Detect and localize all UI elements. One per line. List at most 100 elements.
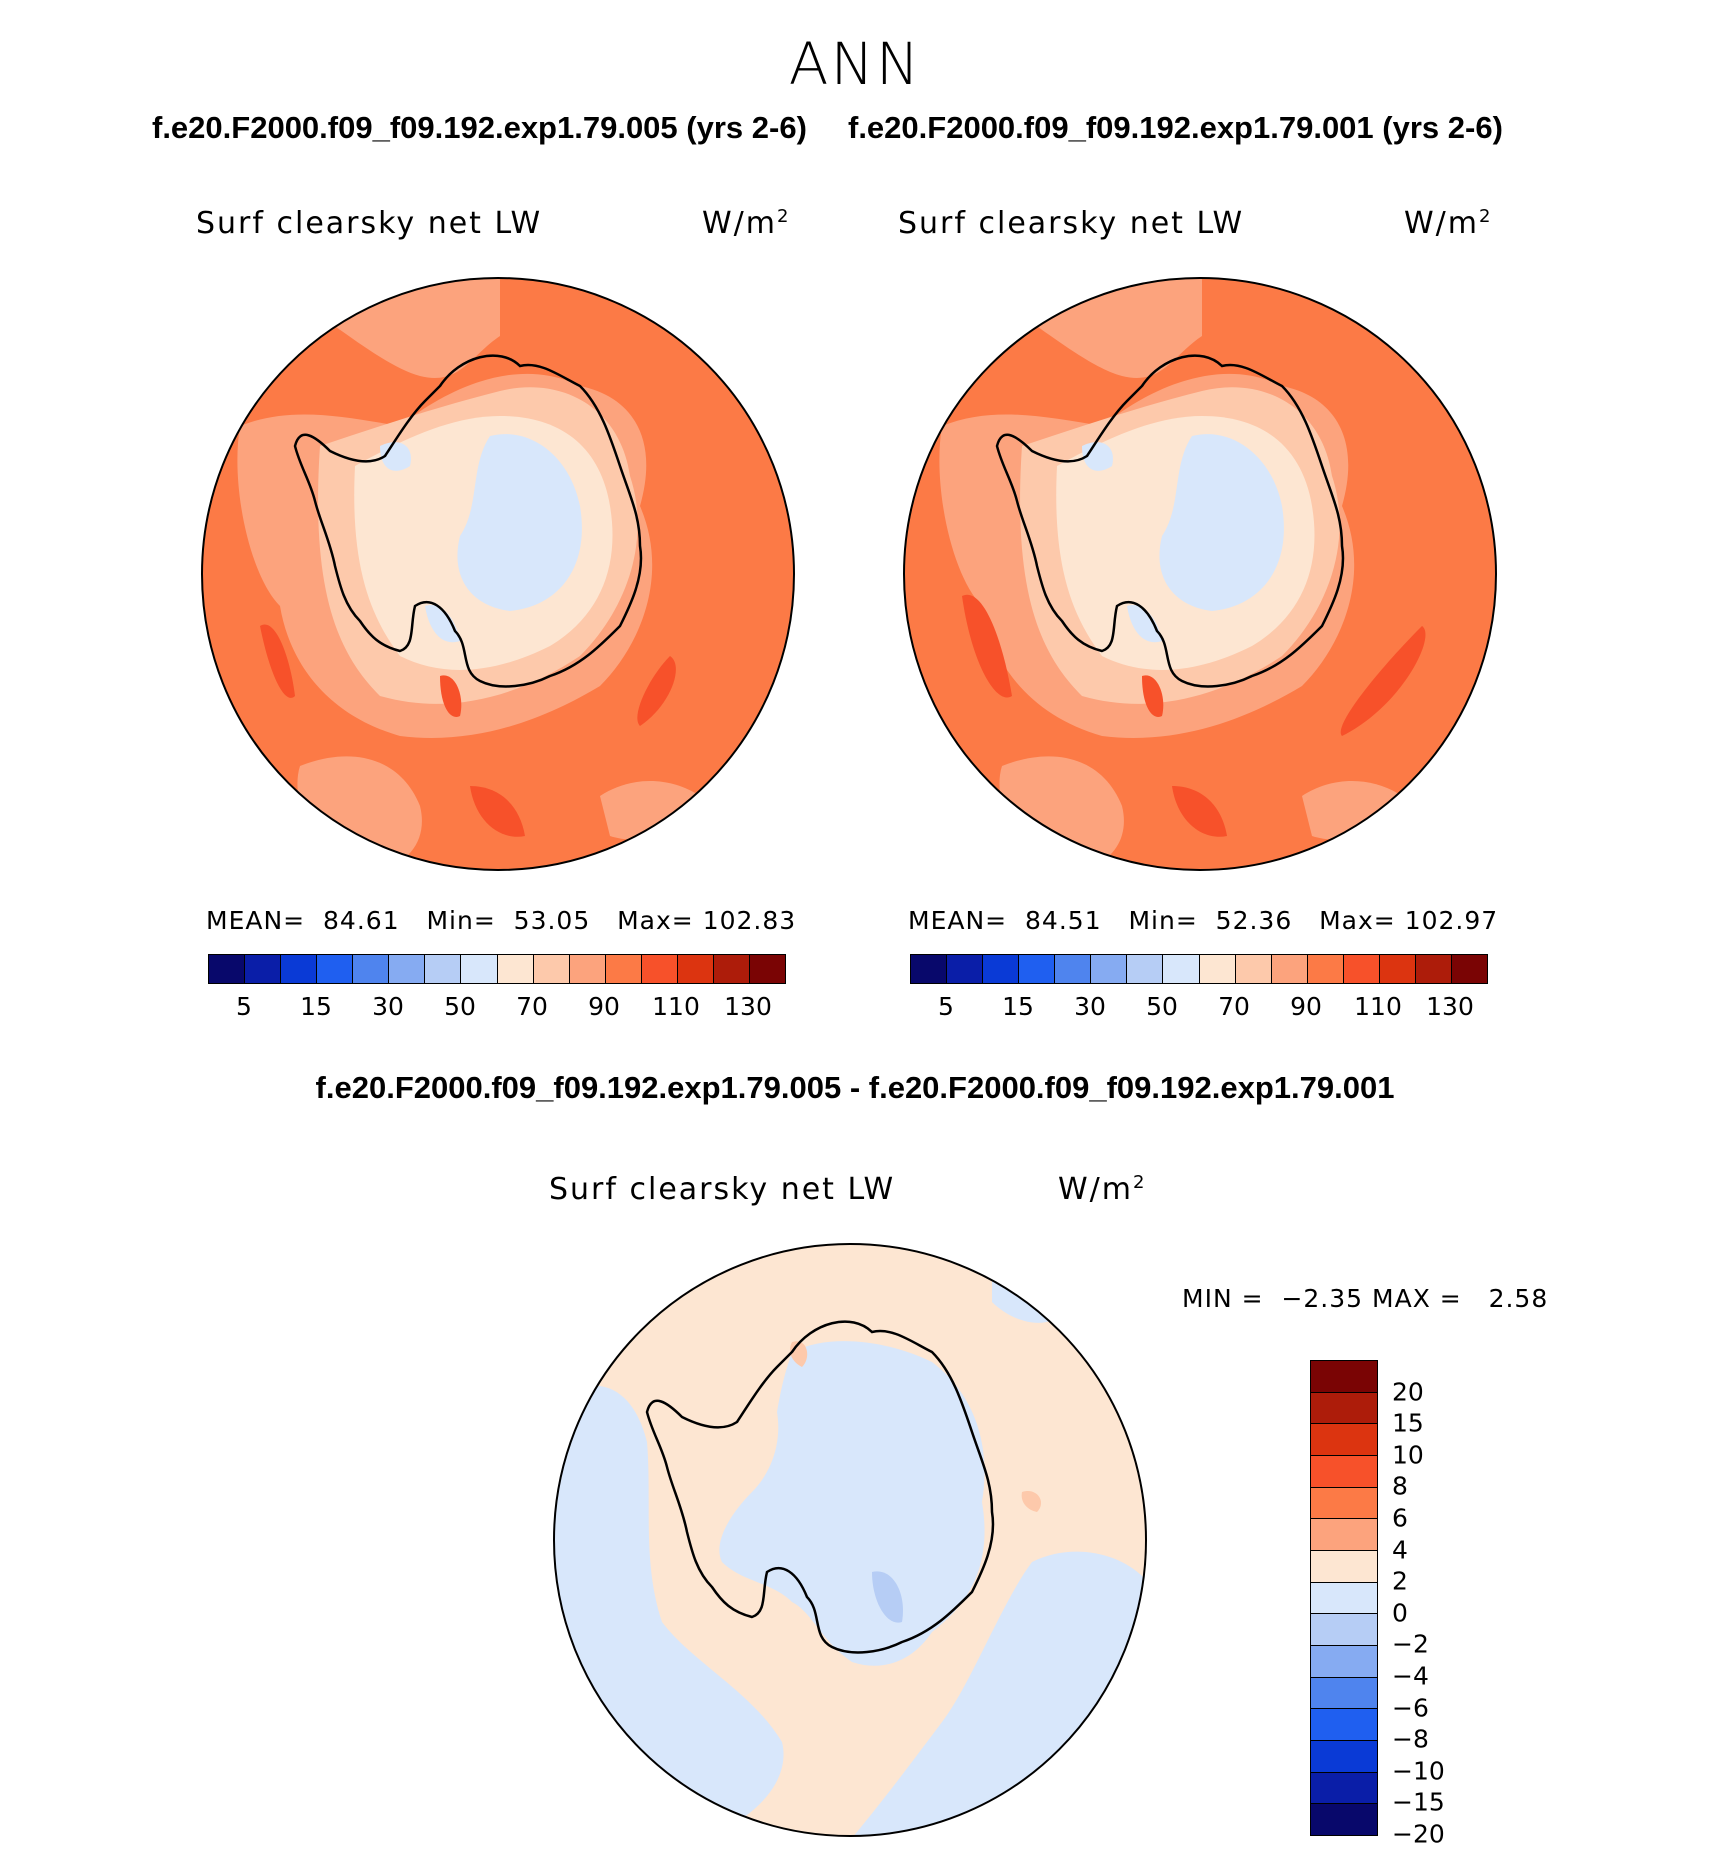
panel-a-variable: Surf clearsky net LW bbox=[196, 206, 543, 241]
colorbar-swatch bbox=[1199, 955, 1236, 983]
colorbar-swatch bbox=[1343, 955, 1380, 983]
colorbar-tick-label: 90 bbox=[1290, 992, 1322, 1021]
colorbar-swatch bbox=[1311, 1709, 1377, 1742]
colorbar-tick-label: 130 bbox=[1426, 992, 1474, 1021]
colorbar-tick-label: 2 bbox=[1392, 1566, 1408, 1596]
case-b-title: f.e20.F2000.f09_f09.192.exp1.79.001 (yrs… bbox=[848, 110, 1503, 145]
panel-b-map bbox=[903, 277, 1497, 871]
colorbar-tick-label: −20 bbox=[1392, 1819, 1445, 1849]
colorbar-swatch bbox=[1235, 955, 1272, 983]
colorbar-swatch bbox=[389, 955, 426, 983]
colorbar-swatch bbox=[1055, 955, 1092, 983]
colorbar-swatch bbox=[1311, 1677, 1377, 1710]
diff-stats: MIN = −2.35 MAX = 2.58 bbox=[1182, 1284, 1549, 1313]
colorbar-swatch bbox=[1091, 955, 1128, 983]
colorbar-swatch bbox=[317, 955, 354, 983]
colorbar-tick-label: 30 bbox=[372, 992, 404, 1021]
season-title: ANN bbox=[788, 30, 922, 98]
colorbar-swatch bbox=[1311, 1741, 1377, 1773]
diff-variable: Surf clearsky net LW bbox=[549, 1172, 896, 1207]
colorbar-swatch bbox=[605, 955, 642, 983]
colorbar-tick-label: 10 bbox=[1392, 1440, 1424, 1470]
colorbar-swatch bbox=[1311, 1551, 1377, 1583]
panel-a-units: W/m2 bbox=[702, 206, 791, 241]
colorbar-swatch bbox=[1311, 1361, 1377, 1393]
panel-b-stats: MEAN= 84.51 Min= 52.36 Max= 102.97 bbox=[908, 906, 1499, 935]
colorbar-tick-label: 110 bbox=[652, 992, 700, 1021]
colorbar-tick-label: 50 bbox=[444, 992, 476, 1021]
colorbar-tick-label: 8 bbox=[1392, 1471, 1408, 1501]
colorbar-tick-label: 20 bbox=[1392, 1377, 1424, 1407]
panel-a-colorbar bbox=[208, 954, 786, 984]
colorbar-swatch bbox=[947, 955, 984, 983]
colorbar-tick-label: −15 bbox=[1392, 1787, 1445, 1817]
colorbar-swatch bbox=[209, 955, 246, 983]
colorbar-tick-label: 15 bbox=[1002, 992, 1034, 1021]
panel-b-colorbar-labels: 5 15 30 50 70 90 110 130 bbox=[910, 992, 1486, 1022]
colorbar-tick-label: 130 bbox=[724, 992, 772, 1021]
diff-title: f.e20.F2000.f09_f09.192.exp1.79.005 - f.… bbox=[315, 1070, 1395, 1105]
colorbar-swatch bbox=[1379, 955, 1416, 983]
colorbar-swatch bbox=[425, 955, 462, 983]
colorbar-swatch bbox=[1311, 1487, 1377, 1520]
colorbar-tick-label: −6 bbox=[1392, 1693, 1429, 1723]
colorbar-swatch bbox=[641, 955, 678, 983]
colorbar-swatch bbox=[749, 955, 785, 983]
colorbar-swatch bbox=[353, 955, 390, 983]
colorbar-swatch bbox=[1415, 955, 1452, 983]
colorbar-swatch bbox=[983, 955, 1020, 983]
colorbar-tick-label: 110 bbox=[1354, 992, 1402, 1021]
colorbar-swatch bbox=[911, 955, 948, 983]
panel-b-units: W/m2 bbox=[1404, 206, 1493, 241]
colorbar-swatch bbox=[1311, 1582, 1377, 1615]
colorbar-swatch bbox=[245, 955, 282, 983]
colorbar-tick-label: 15 bbox=[1392, 1408, 1424, 1438]
colorbar-tick-label: 6 bbox=[1392, 1503, 1408, 1533]
colorbar-swatch bbox=[1311, 1772, 1377, 1805]
colorbar-swatch bbox=[281, 955, 318, 983]
colorbar-tick-label: 5 bbox=[938, 992, 954, 1021]
colorbar-tick-label: 90 bbox=[588, 992, 620, 1021]
colorbar-swatch bbox=[1307, 955, 1344, 983]
panel-b-colorbar bbox=[910, 954, 1488, 984]
colorbar-tick-label: 50 bbox=[1146, 992, 1178, 1021]
colorbar-tick-label: 4 bbox=[1392, 1535, 1408, 1565]
colorbar-swatch bbox=[1127, 955, 1164, 983]
colorbar-tick-label: −2 bbox=[1392, 1629, 1429, 1659]
colorbar-tick-label: 15 bbox=[300, 992, 332, 1021]
colorbar-swatch bbox=[713, 955, 750, 983]
colorbar-tick-label: 70 bbox=[516, 992, 548, 1021]
colorbar-tick-label: −8 bbox=[1392, 1724, 1429, 1754]
colorbar-swatch bbox=[1271, 955, 1308, 983]
colorbar-swatch bbox=[461, 955, 498, 983]
colorbar-swatch bbox=[1311, 1804, 1377, 1836]
diff-colorbar-labels: 20 15 10 8 6 4 2 0 −2 −4 −6 −8 −10 −15 −20 bbox=[1392, 1360, 1472, 1848]
colorbar-swatch bbox=[677, 955, 714, 983]
colorbar-swatch bbox=[1311, 1646, 1377, 1678]
colorbar-swatch bbox=[569, 955, 606, 983]
colorbar-swatch bbox=[497, 955, 534, 983]
colorbar-tick-label: 30 bbox=[1074, 992, 1106, 1021]
colorbar-swatch bbox=[1311, 1519, 1377, 1552]
panel-a-map bbox=[201, 277, 795, 871]
colorbar-swatch bbox=[1451, 955, 1487, 983]
diff-units: W/m2 bbox=[1058, 1172, 1147, 1207]
case-a-title: f.e20.F2000.f09_f09.192.exp1.79.005 (yrs… bbox=[152, 110, 807, 145]
panel-a-stats: MEAN= 84.61 Min= 53.05 Max= 102.83 bbox=[206, 906, 797, 935]
colorbar-swatch bbox=[1019, 955, 1056, 983]
diff-colorbar bbox=[1310, 1360, 1378, 1836]
colorbar-tick-label: 70 bbox=[1218, 992, 1250, 1021]
panel-b-variable: Surf clearsky net LW bbox=[898, 206, 1245, 241]
colorbar-tick-label: 0 bbox=[1392, 1598, 1408, 1628]
colorbar-swatch bbox=[1311, 1392, 1377, 1425]
colorbar-swatch bbox=[533, 955, 570, 983]
colorbar-tick-label: −4 bbox=[1392, 1661, 1429, 1691]
colorbar-tick-label: −10 bbox=[1392, 1756, 1445, 1786]
colorbar-swatch bbox=[1311, 1456, 1377, 1488]
colorbar-swatch bbox=[1311, 1424, 1377, 1457]
panel-a-colorbar-labels: 5 15 30 50 70 90 110 130 bbox=[208, 992, 784, 1022]
diff-map bbox=[553, 1243, 1147, 1837]
colorbar-swatch bbox=[1311, 1614, 1377, 1647]
colorbar-swatch bbox=[1163, 955, 1200, 983]
colorbar-tick-label: 5 bbox=[236, 992, 252, 1021]
